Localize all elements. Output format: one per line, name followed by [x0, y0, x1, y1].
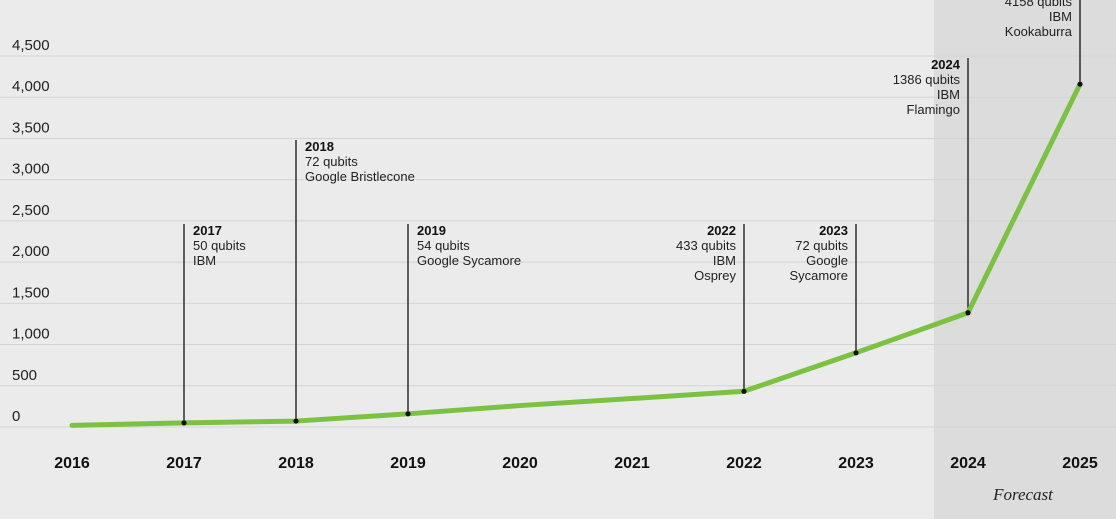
- annotation-text: 1386 qubits: [893, 72, 961, 87]
- annotation-year: 2019: [417, 223, 446, 238]
- annotation-text: Google Sycamore: [417, 253, 521, 268]
- annotation-text: Flamingo: [907, 102, 960, 117]
- annotation-text: IBM: [937, 87, 960, 102]
- x-tick-label: 2021: [614, 455, 650, 472]
- y-tick-label: 2,500: [12, 202, 50, 219]
- annotation-marker: [293, 418, 299, 424]
- annotation-text: Google Bristlecone: [305, 169, 415, 184]
- y-tick-label: 3,500: [12, 119, 50, 136]
- annotation-year: 2018: [305, 139, 334, 154]
- annotation-text: IBM: [1049, 9, 1072, 24]
- annotation-text: 4158 qubits: [1005, 0, 1073, 9]
- y-tick-label: 0: [12, 408, 20, 425]
- annotation-text: Osprey: [694, 268, 736, 283]
- annotation-text: IBM: [713, 253, 736, 268]
- annotation-marker: [405, 411, 411, 417]
- forecast-band: [934, 0, 1116, 519]
- forecast-label: Forecast: [992, 485, 1054, 504]
- y-tick-label: 4,000: [12, 78, 50, 95]
- x-tick-label: 2023: [838, 455, 874, 472]
- annotation-year: 2017: [193, 223, 222, 238]
- annotation-text: 72 qubits: [305, 154, 358, 169]
- annotation-text: Google: [806, 253, 848, 268]
- x-tick-label: 2020: [502, 455, 538, 472]
- annotation-year: 2022: [707, 223, 736, 238]
- annotation-text: 50 qubits: [193, 238, 246, 253]
- annotation-marker: [1077, 81, 1083, 87]
- gridlines: [0, 55, 1116, 428]
- annotation-text: 433 qubits: [676, 238, 736, 253]
- annotation-text: IBM: [193, 253, 216, 268]
- annotation-text: Sycamore: [789, 268, 848, 283]
- x-axis-tick-labels: 2016 2017 2018 2019 2020 2021 2022 2023 2024 2025: [54, 455, 1098, 472]
- x-tick-label: 2017: [166, 455, 202, 472]
- annotation-text: 72 qubits: [795, 238, 848, 253]
- y-tick-label: 3,000: [12, 161, 50, 178]
- annotation-year: 2023: [819, 223, 848, 238]
- annotation-marker: [181, 420, 187, 426]
- x-tick-label: 2022: [726, 455, 762, 472]
- y-tick-label: 500: [12, 367, 37, 384]
- y-tick-label: 1,000: [12, 326, 50, 343]
- annotation-marker: [853, 350, 859, 356]
- annotation-text: 54 qubits: [417, 238, 470, 253]
- annotation-marker: [965, 310, 971, 316]
- y-tick-label: 2,000: [12, 243, 50, 260]
- annotation-marker: [741, 388, 747, 394]
- annotation-stems: [183, 0, 1081, 423]
- annotation-markers: [181, 81, 1083, 426]
- x-tick-label: 2019: [390, 455, 426, 472]
- x-tick-label: 2024: [950, 455, 986, 472]
- y-tick-label: 1,500: [12, 284, 50, 301]
- annotation-year: 2024: [931, 57, 961, 72]
- y-axis-tick-labels: 0 500 1,000 1,500 2,000 2,500 3,000 3,500 4,000 4…: [12, 37, 50, 425]
- y-tick-label: 4,500: [12, 37, 50, 54]
- annotation-text: Kookaburra: [1005, 24, 1073, 39]
- x-tick-label: 2018: [278, 455, 314, 472]
- series-line: [69, 81, 1083, 428]
- x-tick-label: 2025: [1062, 455, 1098, 472]
- x-tick-label: 2016: [54, 455, 90, 472]
